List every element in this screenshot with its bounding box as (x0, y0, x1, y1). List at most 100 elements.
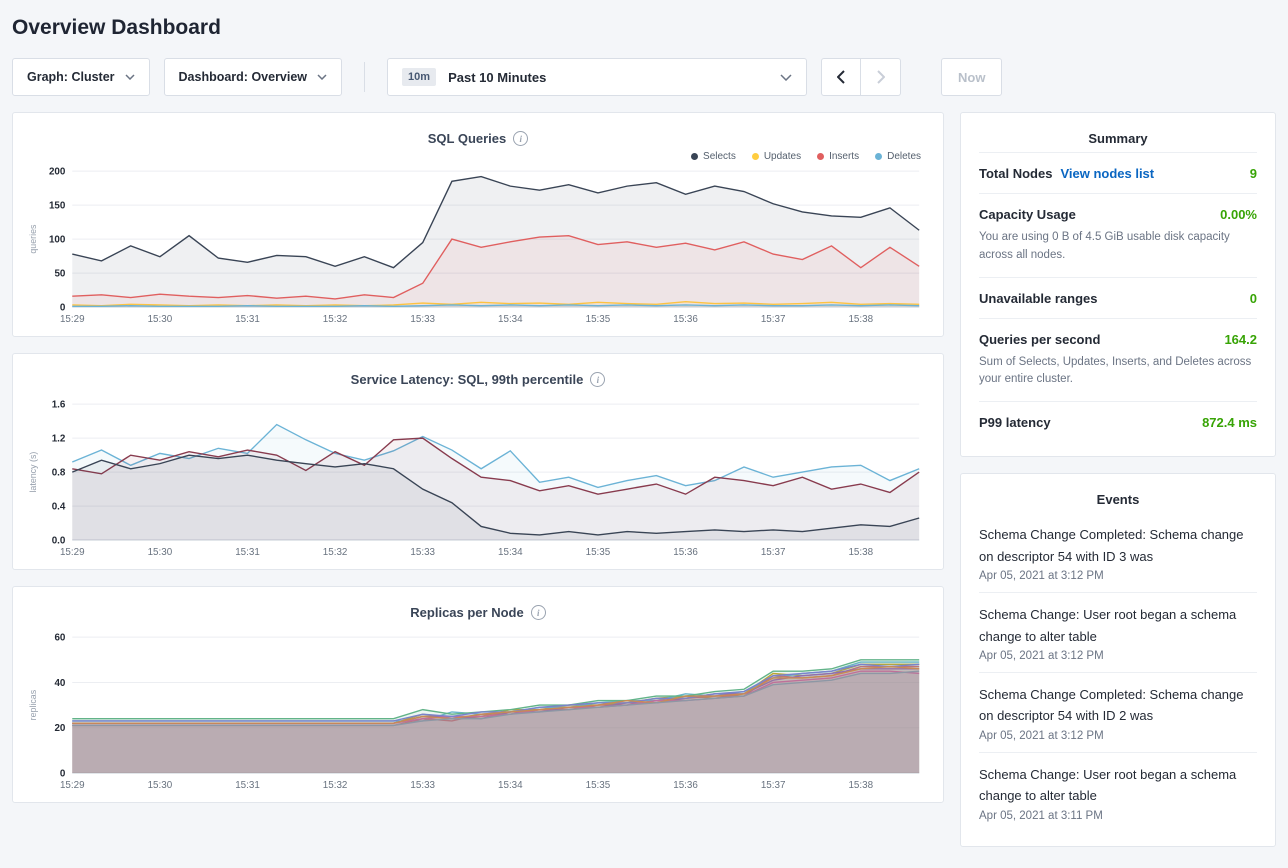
view-nodes-list-link[interactable]: View nodes list (1060, 166, 1155, 181)
event-timestamp: Apr 05, 2021 at 3:12 PM (979, 570, 1104, 583)
svg-text:40: 40 (54, 678, 65, 689)
svg-text:15:38: 15:38 (848, 547, 873, 558)
event-item: Schema Change: User root began a schema … (979, 753, 1257, 832)
page-title: Overview Dashboard (12, 16, 221, 39)
summary-value: 164.2 (1224, 331, 1257, 347)
summary-row-queries-per-second: Queries per second 164.2 Sum of Selects,… (979, 317, 1257, 402)
svg-text:15:35: 15:35 (586, 314, 611, 325)
chevron-right-icon (876, 70, 885, 84)
summary-label: Capacity Usage (979, 207, 1076, 222)
svg-text:15:30: 15:30 (148, 780, 173, 791)
svg-text:15:33: 15:33 (410, 780, 435, 791)
legend-dot-icon (875, 152, 883, 160)
sql-queries-chart[interactable]: 0 50 100 150 200 15:29 15:30 15:31 15:32 15:33 15:… (25, 162, 931, 330)
svg-text:15:29: 15:29 (60, 314, 85, 325)
svg-text:200: 200 (49, 167, 66, 178)
legend-item-selects[interactable]: Selects (691, 150, 736, 162)
svg-text:0.0: 0.0 (52, 536, 66, 547)
legend-dot-icon (691, 152, 699, 160)
graph-dropdown[interactable]: Graph: Cluster (12, 58, 150, 96)
chevron-left-icon (837, 70, 845, 84)
legend-label: Updates (763, 150, 802, 162)
charts-column: SQL Queries i Selects Updates Inserts Delet… (12, 112, 944, 803)
event-item: Schema Change Completed: Schema change o… (979, 513, 1257, 594)
legend-item-updates[interactable]: Updates (751, 150, 802, 162)
events-title: Events (1096, 492, 1140, 508)
summary-row-total-nodes: Total Nodes View nodes list 9 (979, 152, 1257, 193)
svg-text:50: 50 (54, 269, 65, 280)
svg-text:20: 20 (54, 723, 65, 734)
chevron-down-icon (124, 74, 135, 80)
info-icon[interactable]: i (513, 131, 529, 146)
svg-text:0.4: 0.4 (52, 502, 66, 513)
svg-text:0: 0 (60, 303, 66, 314)
summary-label: P99 latency (979, 415, 1051, 431)
chevron-down-icon (317, 74, 327, 80)
svg-text:replicas: replicas (28, 689, 38, 720)
time-range-badge: 10m (402, 68, 437, 86)
events-card: Events Schema Change Completed: Schema c… (960, 473, 1276, 847)
replicas-per-node-chart[interactable]: 0 20 40 60 15:29 15:30 15:31 15:32 15:33 15:34 15:… (25, 628, 931, 796)
svg-text:15:32: 15:32 (323, 780, 348, 791)
service-latency-chart[interactable]: 0.0 0.4 0.8 1.2 1.6 15:29 15:30 15:31 15:32 15:33… (25, 395, 931, 563)
summary-row-p99-latency: P99 latency 872.4 ms (979, 401, 1257, 442)
svg-text:1.6: 1.6 (52, 400, 66, 411)
service-latency-chart-card: Service Latency: SQL, 99th percentile i … (12, 353, 944, 570)
svg-text:15:34: 15:34 (498, 780, 523, 791)
svg-text:0.8: 0.8 (52, 468, 66, 479)
time-range-picker[interactable]: 10m Past 10 Minutes (387, 58, 808, 96)
legend-item-inserts[interactable]: Inserts (817, 150, 859, 162)
chart-title: SQL Queries (427, 131, 507, 146)
summary-row-unavailable-ranges: Unavailable ranges 0 (979, 276, 1257, 318)
legend-item-deletes[interactable]: Deletes (875, 150, 921, 162)
legend-label: Inserts (829, 150, 860, 162)
legend-dot-icon (751, 152, 759, 160)
chart-title: Replicas per Node (410, 605, 524, 620)
prev-time-button[interactable] (821, 58, 862, 96)
svg-text:15:31: 15:31 (235, 314, 260, 325)
svg-text:queries: queries (28, 224, 38, 254)
svg-text:0: 0 (60, 769, 66, 780)
svg-text:15:32: 15:32 (323, 314, 348, 325)
svg-text:60: 60 (54, 633, 65, 644)
overview-dashboard-page: Overview Dashboard Graph: Cluster Dashbo… (12, 16, 1276, 847)
svg-text:15:32: 15:32 (323, 547, 348, 558)
summary-title: Summary (1088, 131, 1148, 146)
info-icon[interactable]: i (590, 372, 606, 387)
dashboard-dropdown-label: Dashboard: Overview (178, 70, 308, 84)
event-timestamp: Apr 05, 2021 at 3:11 PM (979, 809, 1103, 822)
event-text: Schema Change Completed: Schema change o… (979, 527, 1244, 564)
legend-label: Selects (703, 150, 736, 162)
summary-description: You are using 0 B of 4.5 GiB usable disk… (979, 231, 1230, 261)
now-button[interactable]: Now (941, 58, 1003, 96)
summary-description: Sum of Selects, Updates, Inserts, and De… (979, 355, 1252, 386)
svg-text:15:37: 15:37 (761, 547, 786, 558)
svg-text:15:30: 15:30 (148, 314, 173, 325)
svg-text:15:38: 15:38 (848, 314, 873, 325)
svg-text:15:36: 15:36 (673, 547, 698, 558)
svg-text:15:33: 15:33 (410, 314, 435, 325)
toolbar-divider (364, 62, 366, 92)
event-text: Schema Change: User root began a schema … (979, 607, 1237, 644)
svg-text:15:29: 15:29 (60, 780, 85, 791)
legend-dot-icon (817, 152, 825, 160)
dashboard-dropdown[interactable]: Dashboard: Overview (163, 58, 343, 96)
svg-text:1.2: 1.2 (52, 434, 66, 445)
chart-title: Service Latency: SQL, 99th percentile (350, 372, 584, 387)
event-item: Schema Change: User root began a schema … (979, 593, 1257, 673)
svg-text:15:34: 15:34 (498, 314, 523, 325)
next-time-button[interactable] (861, 58, 902, 96)
svg-text:15:31: 15:31 (235, 547, 260, 558)
summary-label: Queries per second (979, 331, 1101, 347)
replicas-per-node-chart-card: Replicas per Node i 0 20 40 60 15:29 15:30 15:… (12, 586, 944, 803)
summary-value: 0.00% (1220, 207, 1257, 222)
summary-value: 872.4 ms (1202, 415, 1257, 431)
sql-queries-chart-card: SQL Queries i Selects Updates Inserts Delet… (12, 112, 944, 337)
svg-text:15:33: 15:33 (410, 547, 435, 558)
time-range-label: Past 10 Minutes (448, 69, 547, 85)
event-timestamp: Apr 05, 2021 at 3:12 PM (979, 729, 1104, 742)
summary-label: Unavailable ranges (979, 290, 1098, 306)
info-icon[interactable]: i (530, 605, 546, 620)
summary-label: Total Nodes (979, 166, 1053, 181)
graph-dropdown-label: Graph: Cluster (27, 70, 115, 84)
